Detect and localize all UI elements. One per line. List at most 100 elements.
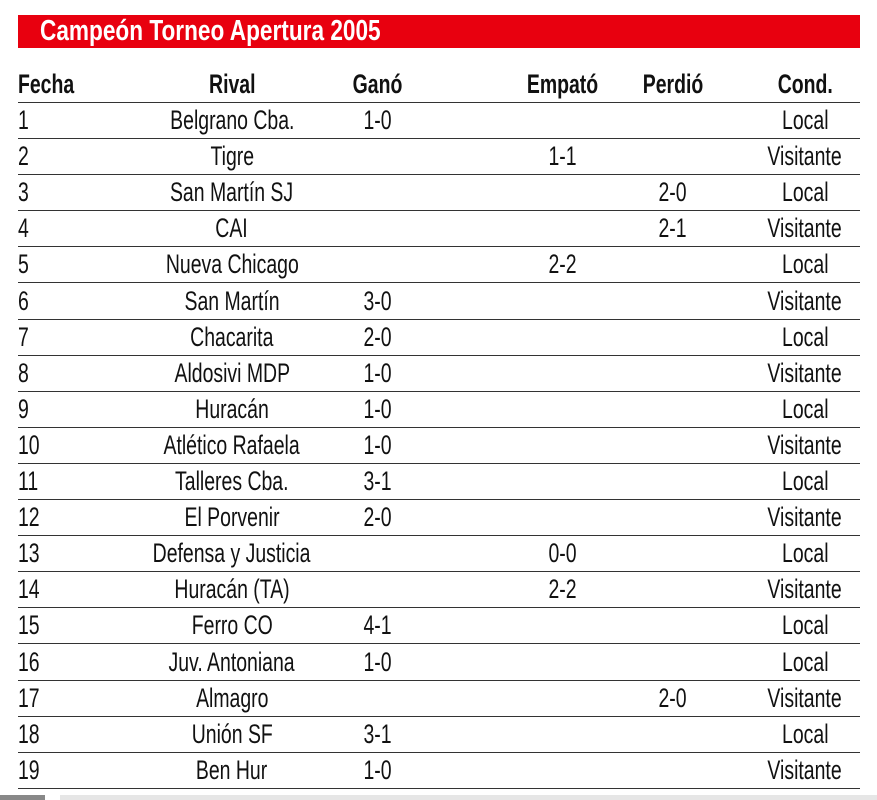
footer-strip: [0, 795, 45, 800]
header-fecha-text: Fecha: [18, 69, 75, 99]
cell-fecha: 1: [18, 102, 33, 138]
cell-fecha: 3: [18, 174, 33, 210]
cell-gano-text: 2-0: [363, 502, 393, 532]
cell-cond: Visitante: [685, 427, 877, 463]
cell-rival-text: Talleres Cba.: [175, 466, 289, 496]
cell-gano-text: 1-0: [363, 105, 393, 135]
cell-fecha: 13: [18, 535, 48, 571]
table-row: 18 Unión SF 3-1 Local: [18, 716, 860, 753]
cell-cond-text: Local: [781, 394, 829, 424]
cell-rival-text: Juv. Antoniana: [168, 647, 296, 677]
table-row: 10 Atlético Rafaela 1-0 Visitante: [18, 427, 860, 464]
cell-cond-text: Local: [781, 105, 829, 135]
cell-rival: Belgrano Cba.: [112, 102, 352, 138]
cell-rival-text: Ben Hur: [196, 755, 268, 785]
cell-fecha: 6: [18, 283, 33, 319]
header-fecha: Fecha: [18, 66, 96, 102]
cell-cond-text: Visitante: [767, 141, 843, 171]
header-perdio-text: Perdió: [642, 69, 704, 99]
cell-cond-text: Visitante: [767, 574, 843, 604]
cell-gano: 1-0: [258, 391, 498, 427]
cell-cond: Local: [685, 644, 877, 680]
cell-rival: Atlético Rafaela: [112, 427, 352, 463]
cell-empato: 1-1: [443, 138, 683, 174]
cell-gano: 3-1: [258, 463, 498, 499]
cell-fecha: 8: [18, 355, 33, 391]
cell-fecha-text: 5: [18, 249, 29, 279]
cell-perdio-text: 2-0: [658, 177, 688, 207]
cell-rival: CAI: [112, 210, 352, 246]
cell-rival: Ferro CO: [112, 607, 352, 643]
header-cond: Cond.: [685, 66, 877, 102]
cell-fecha-text: 17: [18, 683, 40, 713]
cell-fecha-text: 13: [18, 538, 40, 568]
cell-empato-text: 0-0: [548, 538, 578, 568]
cell-cond: Local: [685, 463, 877, 499]
cell-fecha: 7: [18, 319, 33, 355]
cell-rival-text: Atlético Rafaela: [163, 430, 301, 460]
cell-perdio: 2-0: [553, 174, 793, 210]
cell-cond: Visitante: [685, 499, 877, 535]
cell-empato: 2-2: [443, 571, 683, 607]
cell-fecha-text: 11: [18, 466, 39, 496]
cell-gano-text: 3-1: [363, 719, 393, 749]
cell-gano-text: 1-0: [363, 647, 393, 677]
cell-rival-text: El Porvenir: [184, 502, 280, 532]
cell-cond-text: Visitante: [767, 213, 843, 243]
table-row: 16 Juv. Antoniana 1-0 Local: [18, 644, 860, 681]
cell-rival-text: Almagro: [195, 683, 269, 713]
cell-gano-text: 2-0: [363, 322, 393, 352]
header-perdio: Perdió: [553, 66, 793, 102]
cell-cond: Local: [685, 607, 877, 643]
cell-gano-text: 1-0: [363, 394, 393, 424]
header-empato: Empató: [443, 66, 683, 102]
cell-gano: 1-0: [258, 102, 498, 138]
table-row: 4 CAI 2-1 Visitante: [18, 210, 860, 247]
table-title: Campeón Torneo Apertura 2005: [40, 15, 381, 47]
cell-cond: Visitante: [685, 355, 877, 391]
cell-cond-text: Local: [781, 538, 829, 568]
cell-cond-text: Visitante: [767, 502, 843, 532]
cell-fecha: 17: [18, 680, 48, 716]
cell-cond: Visitante: [685, 283, 877, 319]
cell-rival: Almagro: [112, 680, 352, 716]
cell-rival-text: Ferro CO: [191, 610, 273, 640]
cell-gano-text: 1-0: [363, 358, 393, 388]
table-row: 17 Almagro 2-0 Visitante: [18, 680, 860, 717]
header-rival: Rival: [112, 66, 352, 102]
cell-gano: 4-1: [258, 607, 498, 643]
header-gano: Ganó: [258, 66, 498, 102]
cell-fecha: 19: [18, 752, 48, 788]
cell-cond-text: Visitante: [767, 358, 843, 388]
cell-rival-text: Huracán (TA): [174, 574, 290, 604]
cell-cond-text: Local: [781, 322, 829, 352]
cell-fecha-text: 6: [18, 286, 29, 316]
cell-empato-text: 2-2: [548, 249, 578, 279]
cell-rival: Chacarita: [112, 319, 352, 355]
cell-cond: Visitante: [685, 210, 877, 246]
cell-fecha: 5: [18, 246, 33, 282]
cell-rival-text: Nueva Chicago: [165, 249, 299, 279]
header-rival-text: Rival: [208, 69, 256, 99]
cell-cond: Local: [685, 102, 877, 138]
cell-cond-text: Visitante: [767, 286, 843, 316]
cell-fecha-text: 9: [18, 394, 29, 424]
cell-fecha-text: 4: [18, 213, 29, 243]
cell-gano: 1-0: [258, 644, 498, 680]
cell-fecha-text: 3: [18, 177, 29, 207]
cell-fecha-text: 16: [18, 647, 40, 677]
cell-rival: Tigre: [112, 138, 352, 174]
cell-perdio-text: 2-1: [658, 213, 688, 243]
cell-cond-text: Local: [781, 647, 829, 677]
cell-rival: Nueva Chicago: [112, 246, 352, 282]
header-empato-text: Empató: [527, 69, 599, 99]
cell-cond-text: Visitante: [767, 683, 843, 713]
cell-fecha: 4: [18, 210, 33, 246]
cell-fecha: 10: [18, 427, 48, 463]
cell-rival: Talleres Cba.: [112, 463, 352, 499]
cell-rival-text: Belgrano Cba.: [169, 105, 295, 135]
cell-perdio-text: 2-0: [658, 683, 688, 713]
cell-fecha-text: 14: [18, 574, 40, 604]
cell-gano: 1-0: [258, 752, 498, 788]
table-row: 14 Huracán (TA) 2-2 Visitante: [18, 571, 860, 608]
